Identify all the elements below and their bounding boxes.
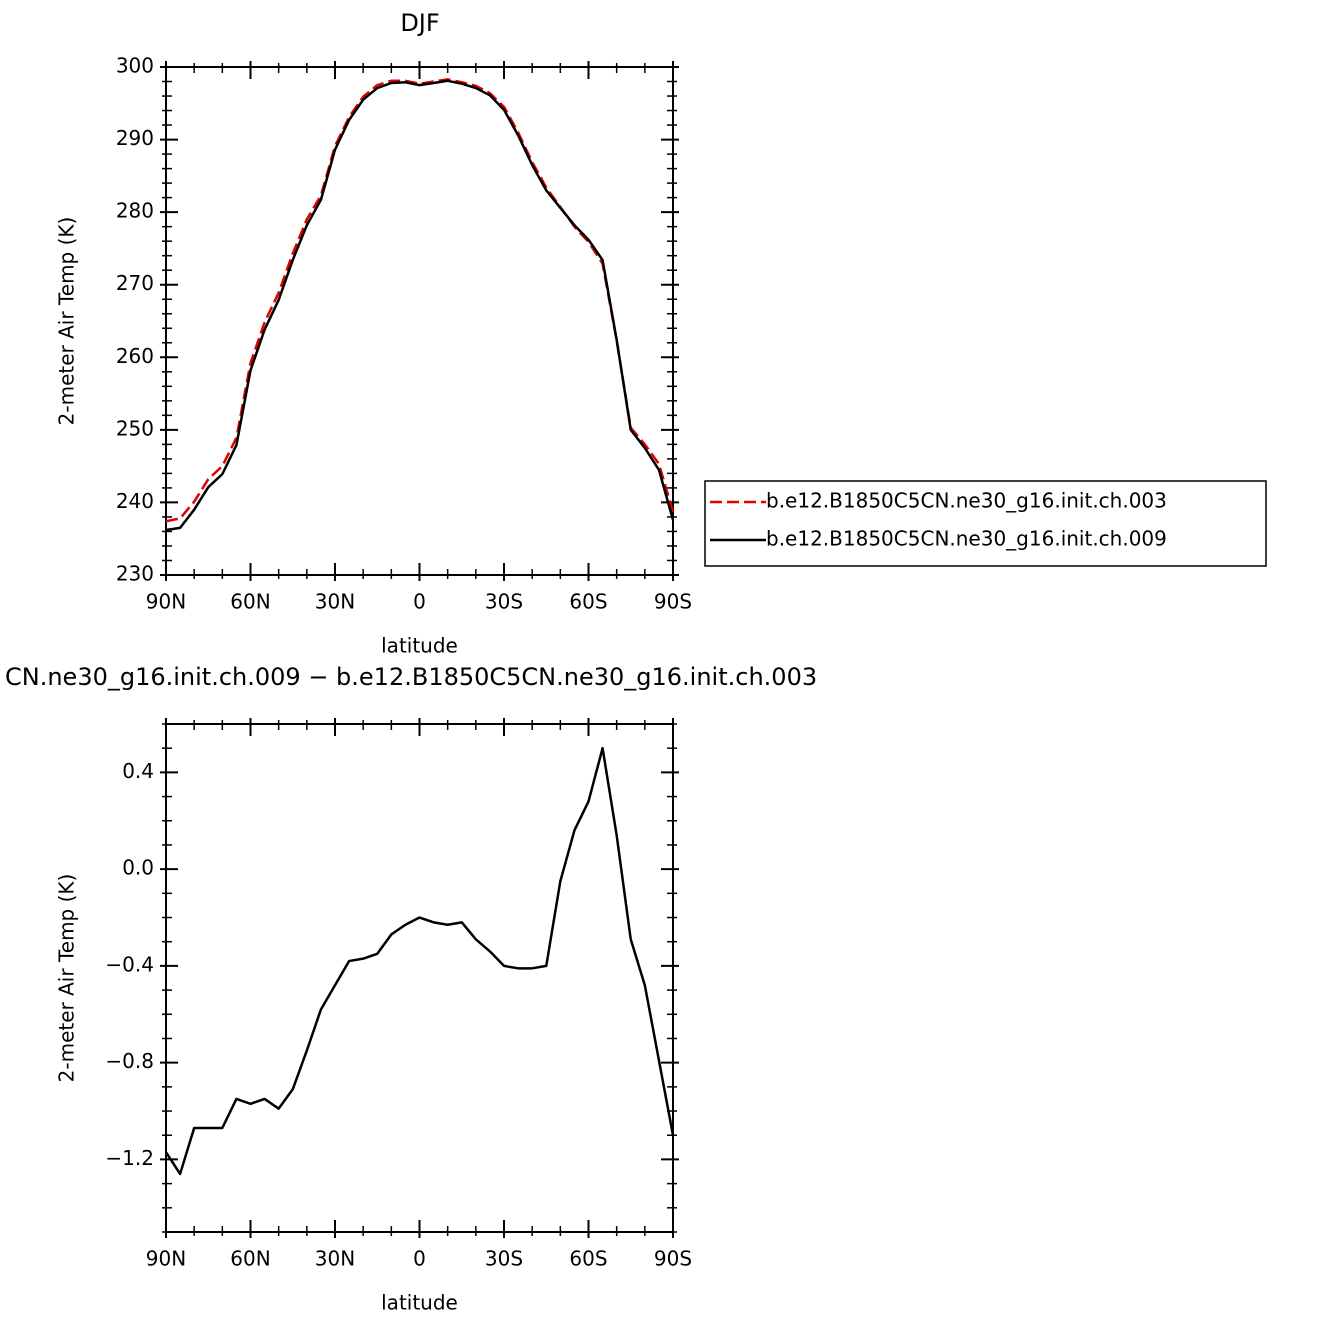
y-tick-label: 240 bbox=[116, 489, 154, 513]
y-tick-label: −0.8 bbox=[105, 1049, 154, 1073]
y-tick-label: 0.4 bbox=[122, 759, 154, 783]
y-tick-label: 290 bbox=[116, 126, 154, 150]
x-axis-label: latitude bbox=[381, 634, 458, 658]
x-tick-label: 60N bbox=[230, 1247, 270, 1271]
x-tick-label: 0 bbox=[413, 590, 426, 614]
legend-label: b.e12.B1850C5CN.ne30_g16.init.ch.003 bbox=[766, 489, 1167, 513]
y-tick-label: 250 bbox=[116, 416, 154, 440]
x-tick-label: 30S bbox=[485, 590, 523, 614]
x-tick-label: 90S bbox=[654, 590, 692, 614]
x-tick-label: 30S bbox=[485, 1247, 523, 1271]
y-tick-label: 270 bbox=[116, 271, 154, 295]
x-tick-label: 90N bbox=[146, 1247, 186, 1271]
y-tick-label: 0.0 bbox=[122, 856, 154, 880]
data-line bbox=[165, 79, 675, 532]
x-axis-label: latitude bbox=[381, 1291, 458, 1315]
y-tick-label: −1.2 bbox=[105, 1146, 154, 1170]
y-tick-label: 280 bbox=[116, 199, 154, 223]
x-tick-label: 0 bbox=[413, 1247, 426, 1271]
y-tick-label: −0.4 bbox=[105, 952, 154, 976]
data-line bbox=[165, 78, 675, 523]
x-tick-label: 60N bbox=[230, 590, 270, 614]
y-axis-label: 2-meter Air Temp (K) bbox=[55, 217, 79, 426]
data-line bbox=[164, 746, 675, 1176]
chart-title: DJF bbox=[400, 9, 439, 37]
plot-frame bbox=[165, 723, 674, 1233]
legend-label: b.e12.B1850C5CN.ne30_g16.init.ch.009 bbox=[766, 527, 1167, 551]
y-tick-label: 260 bbox=[116, 344, 154, 368]
y-tick-label: 230 bbox=[116, 562, 154, 586]
x-tick-label: 60S bbox=[569, 1247, 607, 1271]
plot-frame bbox=[165, 66, 674, 576]
legend-box bbox=[704, 480, 1267, 567]
x-tick-label: 30N bbox=[315, 1247, 355, 1271]
x-tick-label: 90N bbox=[146, 590, 186, 614]
y-tick-label: 300 bbox=[116, 54, 154, 78]
x-tick-label: 30N bbox=[315, 590, 355, 614]
chart-title: CN.ne30_g16.init.ch.009 − b.e12.B1850C5C… bbox=[5, 663, 817, 691]
y-axis-label: 2-meter Air Temp (K) bbox=[55, 874, 79, 1083]
x-tick-label: 90S bbox=[654, 1247, 692, 1271]
x-tick-label: 60S bbox=[569, 590, 607, 614]
